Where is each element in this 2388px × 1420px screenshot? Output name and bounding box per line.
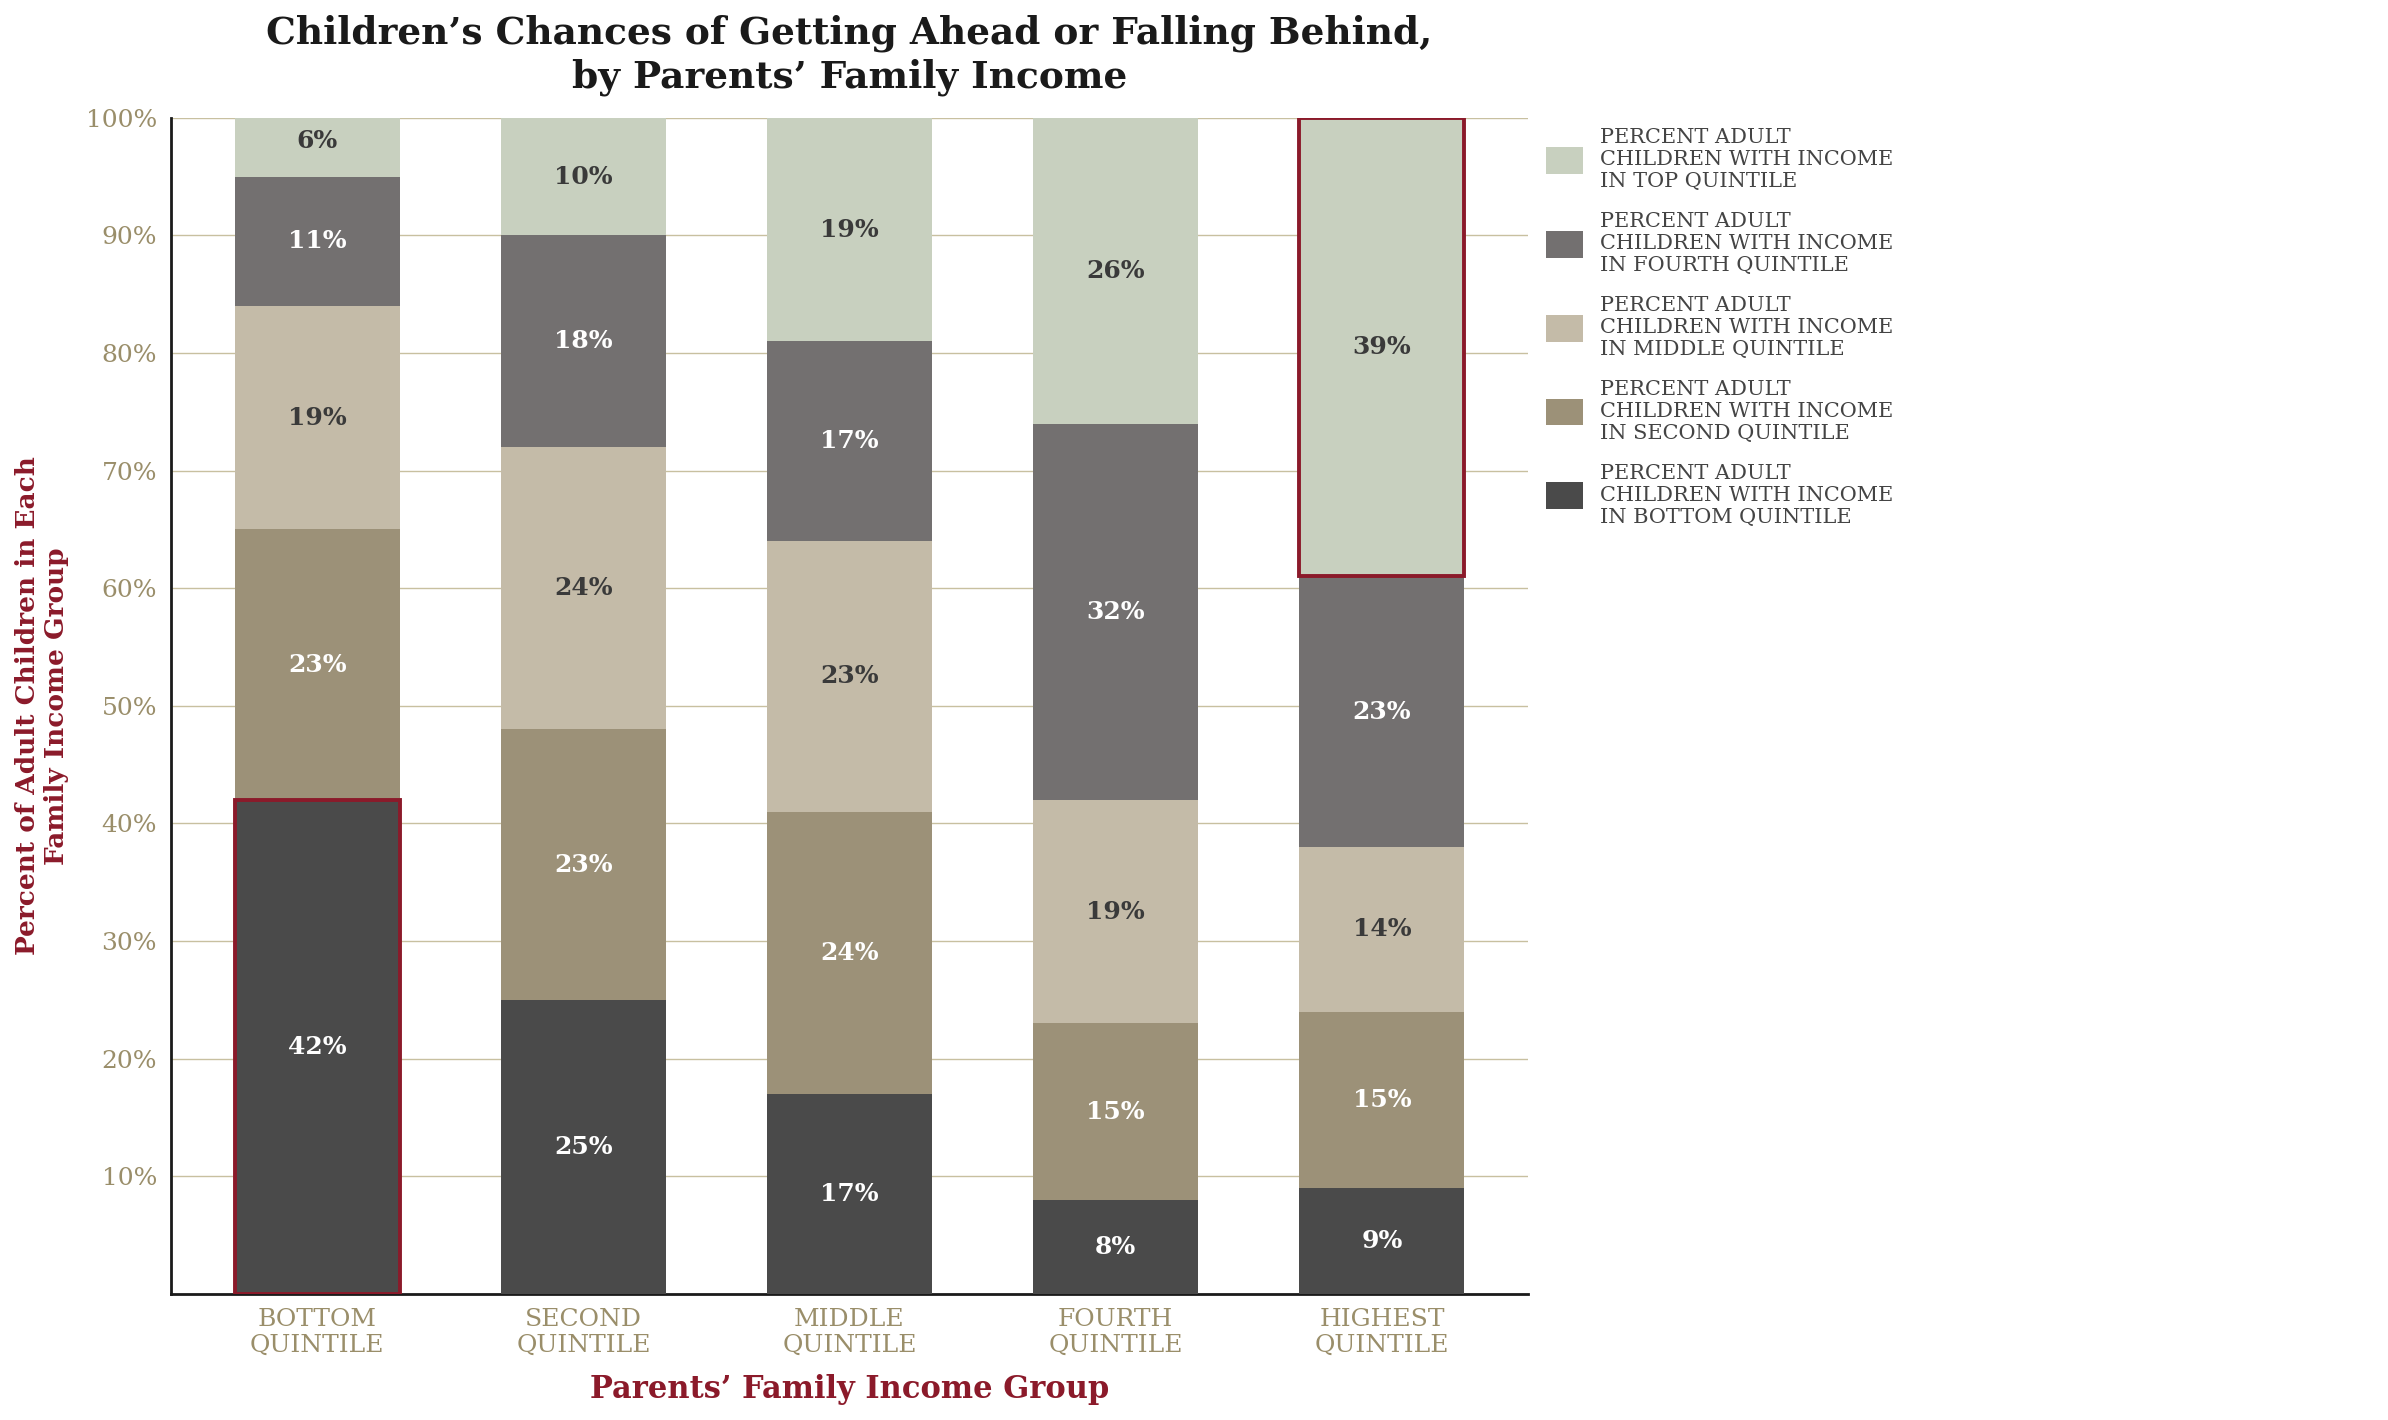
Text: 19%: 19%	[819, 217, 879, 241]
Bar	[1034, 1200, 1199, 1294]
Bar	[501, 447, 666, 730]
Text: 15%: 15%	[1087, 1099, 1146, 1123]
Bar	[234, 799, 399, 1294]
Bar	[234, 799, 399, 1294]
Y-axis label: Percent of Adult Children in Each
Family Income Group: Percent of Adult Children in Each Family…	[14, 456, 69, 956]
Text: 23%: 23%	[1352, 700, 1411, 724]
Bar	[1299, 577, 1464, 846]
Text: 8%: 8%	[1096, 1235, 1137, 1258]
Bar	[501, 236, 666, 447]
Text: 14%: 14%	[1352, 917, 1411, 941]
Bar	[1034, 1024, 1199, 1200]
Text: 19%: 19%	[1087, 900, 1146, 923]
Text: 32%: 32%	[1087, 599, 1146, 623]
Text: 19%: 19%	[289, 406, 346, 430]
Bar	[1034, 799, 1199, 1024]
Text: 10%: 10%	[554, 165, 614, 189]
Text: 26%: 26%	[1087, 258, 1146, 283]
Text: 18%: 18%	[554, 329, 614, 354]
Bar	[767, 118, 931, 341]
Bar	[234, 176, 399, 307]
Title: Children’s Chances of Getting Ahead or Falling Behind,
by Parents’ Family Income: Children’s Chances of Getting Ahead or F…	[267, 16, 1433, 95]
Text: 23%: 23%	[554, 852, 614, 876]
Text: 17%: 17%	[819, 429, 879, 453]
Bar	[767, 541, 931, 812]
Text: 15%: 15%	[1352, 1088, 1411, 1112]
Bar	[1034, 423, 1199, 799]
Text: 24%: 24%	[554, 577, 614, 601]
Text: 42%: 42%	[289, 1035, 346, 1059]
Text: 11%: 11%	[289, 230, 346, 253]
Bar	[234, 307, 399, 530]
Bar	[1034, 118, 1199, 423]
Legend: PERCENT ADULT
CHILDREN WITH INCOME
IN TOP QUINTILE, PERCENT ADULT
CHILDREN WITH : PERCENT ADULT CHILDREN WITH INCOME IN TO…	[1545, 128, 1894, 527]
Bar	[767, 341, 931, 541]
Bar	[767, 812, 931, 1093]
Bar	[234, 530, 399, 799]
Text: 6%: 6%	[296, 129, 337, 153]
Bar	[234, 106, 399, 176]
Bar	[767, 1093, 931, 1294]
Text: 39%: 39%	[1352, 335, 1411, 359]
Bar	[1299, 118, 1464, 577]
Bar	[501, 118, 666, 236]
Text: 17%: 17%	[819, 1181, 879, 1206]
Bar	[1299, 1189, 1464, 1294]
X-axis label: Parents’ Family Income Group: Parents’ Family Income Group	[590, 1375, 1108, 1404]
Bar	[1299, 1011, 1464, 1189]
Text: 24%: 24%	[819, 941, 879, 964]
Text: 23%: 23%	[819, 665, 879, 689]
Text: 25%: 25%	[554, 1135, 614, 1159]
Bar	[501, 1000, 666, 1294]
Bar	[501, 730, 666, 1000]
Text: 9%: 9%	[1361, 1228, 1402, 1252]
Text: 23%: 23%	[289, 653, 346, 677]
Bar	[1299, 846, 1464, 1011]
Bar	[1299, 118, 1464, 577]
